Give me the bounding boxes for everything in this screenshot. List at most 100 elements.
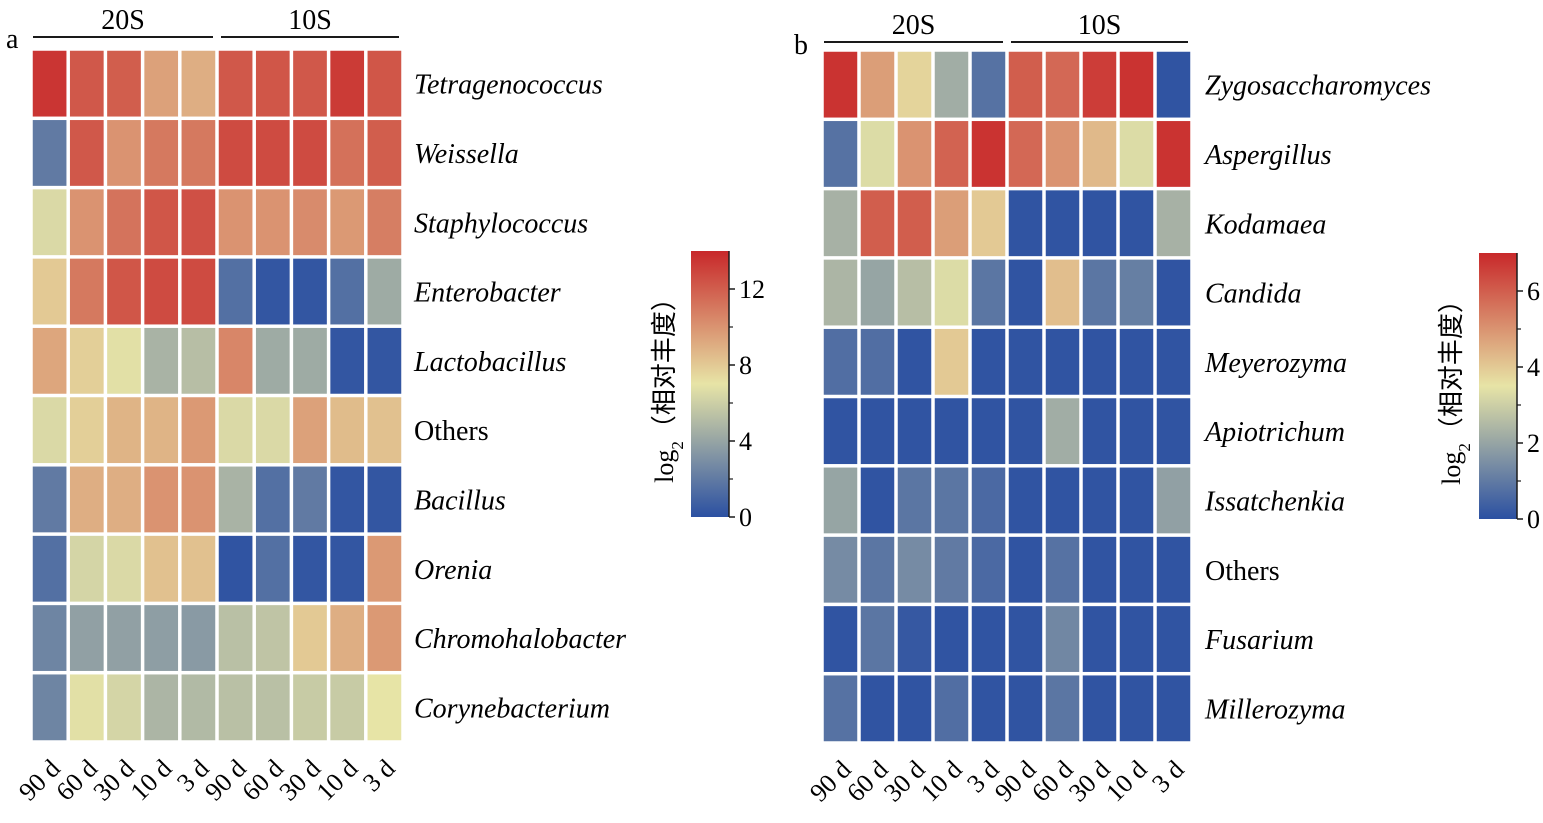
heatmap-cell (218, 50, 253, 117)
heatmap-cell (934, 536, 969, 603)
heatmap-cell (293, 50, 327, 117)
heatmap-cell (69, 674, 104, 741)
heatmap-cell (293, 189, 327, 256)
heatmap-cell (367, 466, 402, 533)
heatmap-cell (897, 536, 932, 603)
colorbar-title-text: （相对丰度） (1437, 287, 1466, 443)
heatmap-cell (367, 258, 402, 325)
row-label: Orenia (414, 555, 492, 586)
heatmap-cell (144, 466, 179, 533)
heatmap-cell (107, 50, 141, 117)
heatmap-cell (1008, 675, 1043, 742)
heatmap-cell (934, 328, 969, 395)
heatmap-cell (971, 467, 1006, 534)
heatmap-cell (1045, 606, 1080, 672)
colorbar-tick-label: 12 (739, 275, 765, 304)
heatmap-cell (1156, 536, 1191, 603)
heatmap-cell (32, 189, 67, 256)
heatmap-cell (218, 674, 253, 741)
colorbar (1479, 253, 1517, 519)
heatmap-cell (330, 397, 365, 464)
heatmap-cell (367, 50, 402, 117)
heatmap-cell (107, 466, 141, 533)
heatmap-cell (1008, 259, 1043, 326)
group-label: 20S (892, 10, 936, 41)
heatmap-cell (69, 605, 104, 671)
heatmap-cell (823, 536, 858, 603)
row-label: Meyerozyma (1204, 348, 1347, 379)
x-tick-label: 10 d (1100, 755, 1153, 808)
heatmap-cell (1119, 121, 1154, 187)
heatmap-cell (144, 397, 179, 464)
row-label: Lactobacillus (413, 347, 567, 378)
heatmap-cell (1045, 467, 1080, 534)
heatmap-cell (897, 398, 932, 465)
heatmap-cell (1156, 398, 1191, 465)
heatmap-cell (1156, 121, 1191, 187)
heatmap-cell (860, 328, 895, 395)
heatmap-cell (934, 606, 969, 672)
heatmap-cell (107, 397, 141, 464)
heatmap-cell (218, 466, 253, 533)
heatmap-cell (218, 535, 253, 602)
heatmap-cell (144, 674, 179, 741)
heatmap-cell (293, 397, 327, 464)
heatmap-cell (1119, 259, 1154, 326)
panel-letter: b (794, 30, 808, 61)
heatmap-cell (218, 120, 253, 186)
heatmap-cell (255, 258, 290, 325)
heatmap-cell (1082, 51, 1117, 118)
heatmap-cell (1156, 606, 1191, 672)
heatmap-cell (218, 397, 253, 464)
row-label: Millerozyma (1204, 694, 1346, 725)
heatmap-cell (823, 398, 858, 465)
heatmap-cell (69, 535, 104, 602)
heatmap-cell (1119, 328, 1154, 395)
heatmap-cell (1045, 121, 1080, 187)
heatmap-cell (330, 535, 365, 602)
heatmap-cell (823, 675, 858, 742)
heatmap-cell (934, 51, 969, 118)
heatmap-cell (107, 189, 141, 256)
heatmap-cell (823, 606, 858, 672)
heatmap-cell (32, 120, 67, 186)
heatmap-cell (293, 466, 327, 533)
heatmap-cell (1156, 51, 1191, 118)
heatmap-cell (107, 327, 141, 394)
colorbar-tick-label: 4 (739, 427, 752, 456)
heatmap-cell (897, 51, 932, 118)
heatmap-cell (934, 675, 969, 742)
heatmap-cell (1008, 606, 1043, 672)
heatmap-cell (823, 121, 858, 187)
heatmap-cell (971, 536, 1006, 603)
heatmap-cell (367, 189, 402, 256)
row-label: Kodamaea (1204, 209, 1326, 240)
group-label: 10S (1078, 10, 1122, 41)
heatmap-cell (823, 51, 858, 118)
heatmap-cell (255, 120, 290, 186)
heatmap-cell (860, 536, 895, 603)
heatmap-cell (860, 467, 895, 534)
heatmap-cell (330, 120, 365, 186)
colorbar-tick-label: 2 (1527, 429, 1540, 458)
heatmap-cell (897, 467, 932, 534)
heatmap-cell (32, 535, 67, 602)
heatmap-cell (1045, 536, 1080, 603)
colorbar-title-subscript: 2 (1455, 443, 1474, 452)
heatmap-cell (69, 466, 104, 533)
heatmap-cell (1008, 121, 1043, 187)
row-label: Others (414, 416, 489, 447)
heatmap-cell (32, 327, 67, 394)
heatmap-cell (971, 190, 1006, 257)
heatmap-cell (181, 50, 216, 117)
row-label: Staphylococcus (414, 208, 588, 239)
heatmap-cell (1008, 328, 1043, 395)
heatmap-cell (293, 535, 327, 602)
row-label: Apiotrichum (1203, 417, 1345, 448)
heatmap-cell (330, 50, 365, 117)
heatmap-cell (823, 190, 858, 257)
row-label: Bacillus (414, 485, 506, 516)
heatmap-cell (1156, 328, 1191, 395)
heatmap-cell (107, 258, 141, 325)
colorbar-tick-label: 4 (1527, 353, 1540, 382)
